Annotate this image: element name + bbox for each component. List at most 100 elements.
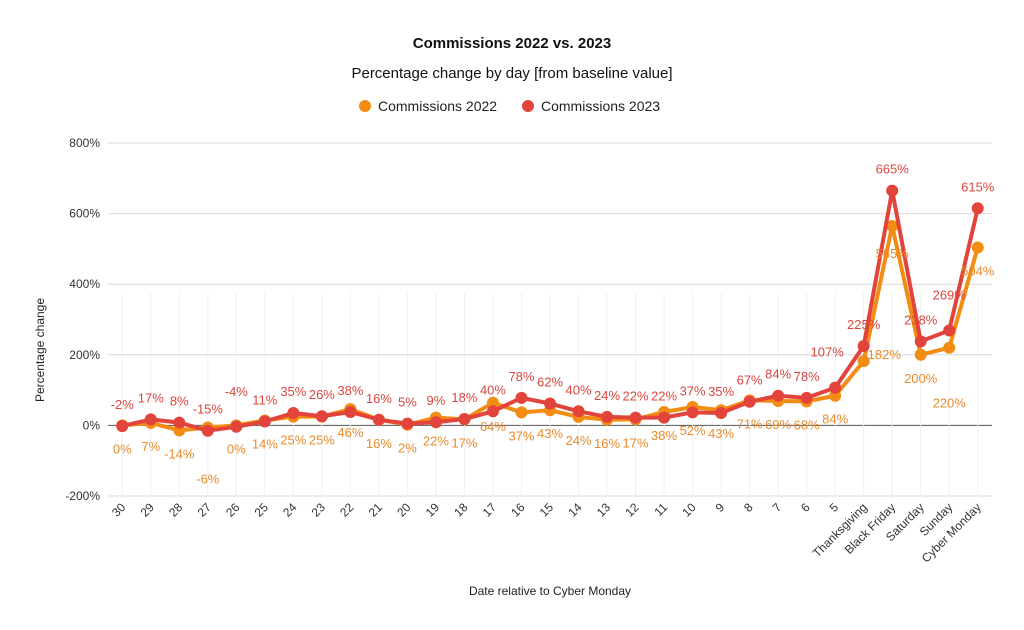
data-label: -6%: [196, 472, 220, 487]
data-label: 35%: [708, 384, 734, 399]
y-axis-label: Percentage change: [33, 298, 47, 402]
data-label: 69%: [765, 417, 791, 432]
data-label: 84%: [765, 367, 791, 382]
data-point: [287, 407, 300, 420]
data-label: 17%: [138, 390, 164, 405]
data-point: [800, 391, 813, 404]
data-label: -4%: [225, 384, 249, 399]
data-point: [743, 395, 756, 408]
x-tick-label: 23: [309, 500, 329, 520]
data-point: [144, 413, 157, 426]
y-tick-label: 600%: [69, 207, 100, 221]
y-tick-label: -200%: [65, 489, 100, 503]
data-label: 2%: [398, 441, 417, 456]
data-point: [515, 406, 528, 419]
x-tick-label: 30: [109, 500, 129, 520]
data-point: [258, 415, 271, 428]
x-tick-label: 27: [195, 500, 215, 520]
data-label: 84%: [822, 412, 848, 427]
x-tick-label: 6: [798, 500, 813, 515]
x-axis-label: Date relative to Cyber Monday: [469, 584, 631, 598]
x-tick-label: 20: [394, 500, 414, 520]
x-tick-label: 18: [451, 500, 471, 520]
data-point: [429, 416, 442, 429]
data-label: 7%: [141, 439, 160, 454]
data-label: 11%: [252, 393, 277, 408]
legend: Commissions 2022 Commissions 2023: [359, 98, 660, 114]
data-label: 37%: [508, 428, 534, 443]
x-tick-label: 8: [741, 500, 756, 515]
data-label: 565%: [876, 246, 910, 261]
data-point: [686, 406, 699, 419]
data-label: 62%: [537, 375, 563, 390]
data-label: 40%: [480, 382, 506, 397]
data-point: [658, 411, 671, 424]
data-label: 71%: [737, 416, 763, 431]
data-label: 78%: [508, 369, 534, 384]
legend-marker-2023: [522, 100, 534, 112]
x-tick-label: 10: [679, 500, 699, 520]
x-tick-label: 28: [166, 500, 186, 520]
data-label: 46%: [337, 425, 363, 440]
data-label: 25%: [309, 433, 335, 448]
data-label: 24%: [566, 433, 592, 448]
legend-marker-2022: [359, 100, 371, 112]
data-point: [971, 202, 984, 215]
data-label: 35%: [280, 384, 306, 399]
data-point: [315, 410, 328, 423]
data-label: 17%: [451, 435, 477, 450]
data-label: 8%: [170, 394, 189, 409]
data-point: [458, 413, 471, 426]
data-label: 269%: [933, 287, 967, 302]
data-point: [372, 413, 385, 426]
data-label: 0%: [113, 441, 132, 456]
data-label: 5%: [398, 395, 417, 410]
data-point: [629, 411, 642, 424]
data-point: [943, 341, 956, 354]
data-point: [886, 219, 899, 232]
data-label: 38%: [651, 428, 677, 443]
data-label: 25%: [280, 433, 306, 448]
data-point: [401, 417, 414, 430]
data-point: [943, 324, 956, 337]
data-point: [857, 355, 870, 368]
data-label: 78%: [794, 369, 820, 384]
data-label: 14%: [252, 436, 278, 451]
data-point: [515, 391, 528, 404]
data-point: [886, 184, 899, 197]
x-tick-label: 26: [223, 500, 243, 520]
data-label: -15%: [193, 402, 224, 417]
y-tick-label: 800%: [69, 136, 100, 150]
data-label: 43%: [537, 426, 563, 441]
x-tick-label: 21: [366, 500, 386, 520]
data-point: [116, 420, 129, 433]
x-tick-label: 17: [480, 500, 500, 520]
data-point: [486, 405, 499, 418]
data-point: [772, 389, 785, 402]
data-label: 67%: [737, 373, 763, 388]
x-tick-label: 9: [713, 500, 728, 515]
data-label: 22%: [651, 389, 677, 404]
data-label: 17%: [623, 435, 649, 450]
data-label: 37%: [680, 383, 706, 398]
data-label: 52%: [680, 423, 706, 438]
data-point: [344, 405, 357, 418]
data-point: [201, 424, 214, 437]
legend-label-2023: Commissions 2023: [541, 98, 660, 114]
data-label: 220%: [933, 396, 967, 411]
data-label: 200%: [904, 371, 938, 386]
x-tick-label: 13: [594, 500, 614, 520]
data-label: 107%: [811, 345, 845, 360]
data-label: 16%: [594, 436, 620, 451]
data-label: 16%: [366, 436, 392, 451]
x-tick-label: 5: [827, 500, 842, 515]
data-point: [544, 397, 556, 410]
chart-subtitle: Percentage change by day [from baseline …: [351, 65, 672, 82]
data-label: 22%: [623, 389, 649, 404]
data-label: 43%: [708, 426, 734, 441]
x-tick-label: 22: [337, 500, 357, 520]
data-label: 238%: [904, 312, 938, 327]
x-tick-label: 25: [252, 500, 272, 520]
data-point: [601, 410, 614, 423]
